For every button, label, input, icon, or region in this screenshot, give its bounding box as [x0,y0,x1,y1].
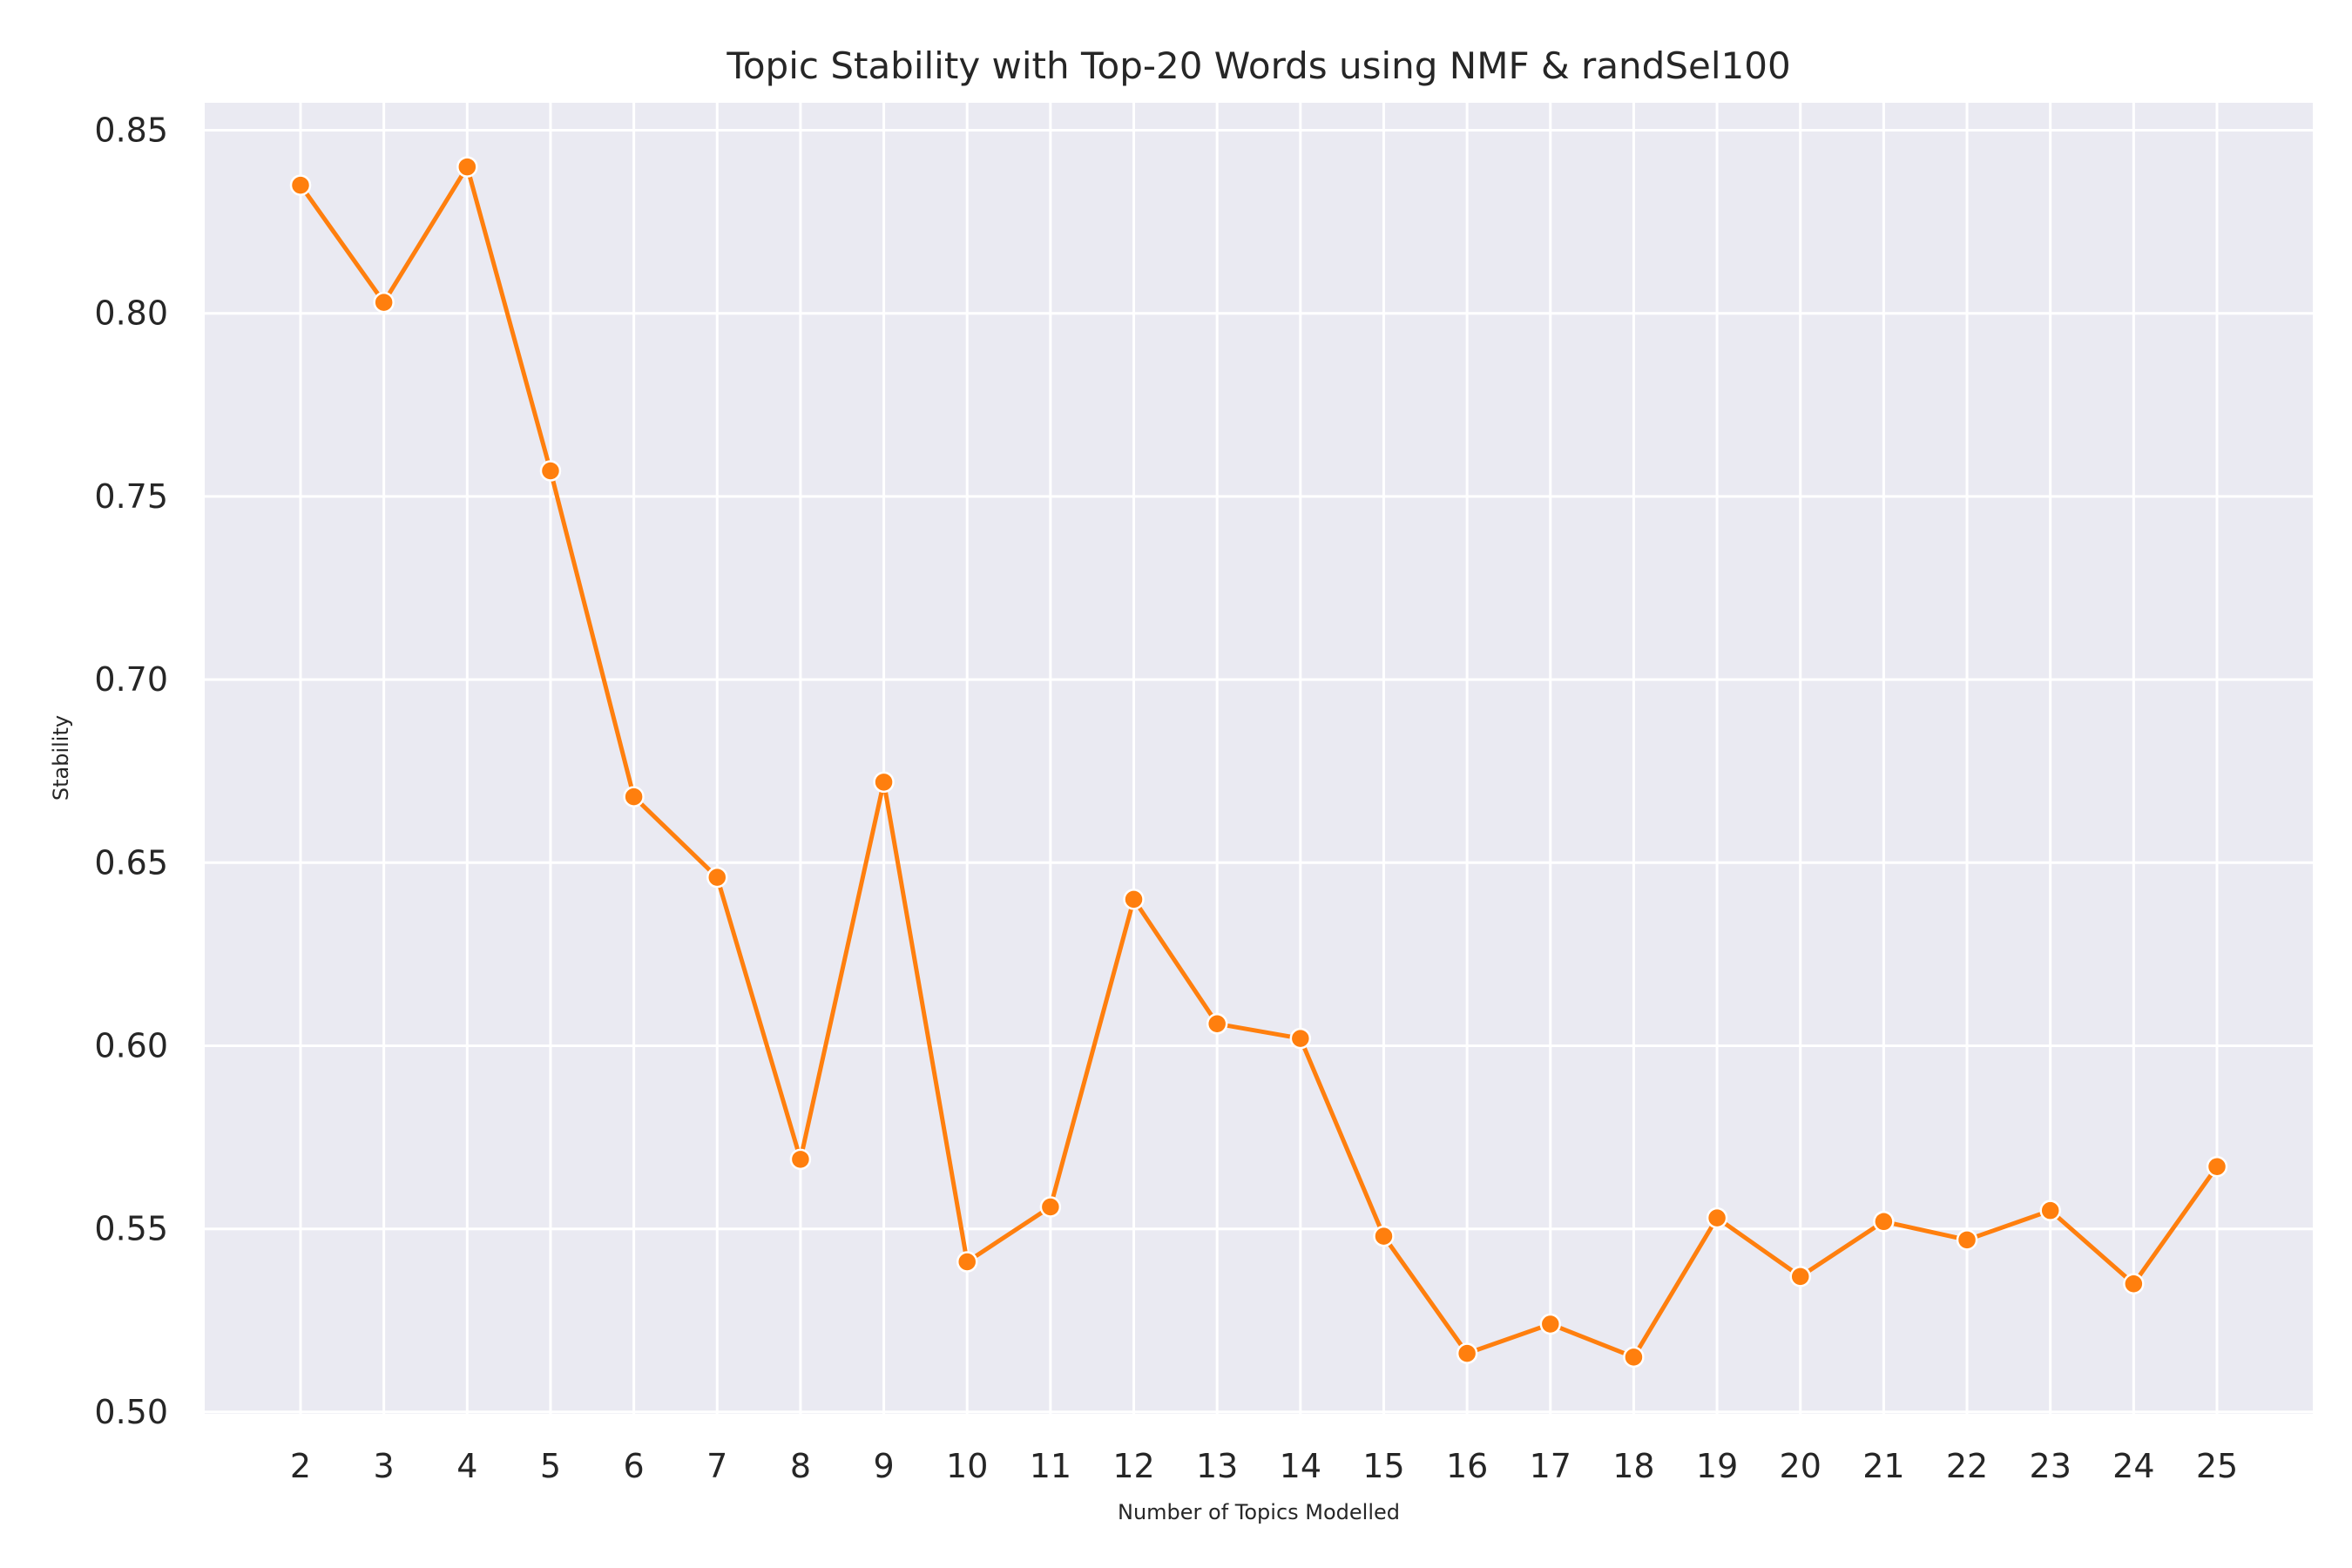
x-tick-label: 7 [706,1447,727,1485]
y-tick-label: 0.60 [94,1027,168,1065]
data-point [956,1251,978,1273]
x-tick-label: 19 [1696,1447,1738,1485]
y-tick-label: 0.50 [94,1393,168,1431]
y-tick-label: 0.75 [94,477,168,516]
x-tick-label: 16 [1446,1447,1488,1485]
series-points-group [289,156,2228,1369]
x-tick-label: 14 [1280,1447,1321,1485]
data-point [1373,1225,1395,1247]
data-point [706,866,728,889]
data-point [1623,1346,1645,1369]
data-point [2123,1273,2145,1295]
x-tick-label: 13 [1196,1447,1238,1485]
data-point [456,156,478,178]
data-point [373,291,395,314]
y-tick-label: 0.65 [94,843,168,882]
data-point [1289,1027,1312,1050]
series-line-group [298,165,2220,1360]
x-tick-label: 15 [1362,1447,1404,1485]
x-tick-label: 2 [290,1447,311,1485]
x-tick-label: 22 [1946,1447,1988,1485]
data-point [1789,1266,1811,1288]
data-point [873,771,895,794]
data-point [1123,889,1145,910]
data-point [1039,1196,1062,1218]
x-tick-label: 17 [1530,1447,1571,1485]
x-tick-label: 23 [2030,1447,2072,1485]
data-point [2039,1200,2061,1221]
grid [205,103,2313,1414]
data-point [1539,1313,1562,1335]
x-tick-label: 25 [2196,1447,2238,1485]
data-point [289,174,312,196]
x-tick-label: 9 [873,1447,894,1485]
x-tick-label: 5 [540,1447,561,1485]
x-tick-label: 6 [624,1447,645,1485]
x-tick-label: 4 [456,1447,477,1485]
x-tick-label: 21 [1862,1447,1904,1485]
y-tick-label: 0.80 [94,294,168,333]
x-tick-labels: 2 3 4 5 6 7 8 9 10 11 12 13 14 15 16 17 18 19 20 21 22 23 24 25 [290,1447,2238,1485]
data-point [1456,1342,1478,1364]
data-point [1956,1229,1978,1251]
x-axis-label: Number of Topics Modelled [1118,1500,1400,1524]
y-tick-label: 0.55 [94,1210,168,1248]
data-point [2206,1155,2228,1178]
y-tick-label: 0.85 [94,112,168,150]
data-point [789,1148,812,1171]
x-tick-label: 10 [946,1447,988,1485]
x-tick-label: 11 [1030,1447,1071,1485]
chart-title: Topic Stability with Top-20 Words using … [726,44,1790,87]
data-point [1706,1206,1728,1229]
x-tick-label: 12 [1112,1447,1154,1485]
data-point [623,786,645,808]
x-tick-label: 20 [1780,1447,1821,1485]
data-point [1873,1211,1895,1233]
x-tick-label: 8 [790,1447,811,1485]
x-tick-label: 24 [2112,1447,2154,1485]
plot-area [205,103,2313,1414]
y-axis-label: Stability [49,715,73,801]
y-tick-labels: 0.50 0.55 0.60 0.65 0.70 0.75 0.80 0.85 [94,112,168,1431]
y-tick-label: 0.70 [94,660,168,699]
x-tick-label: 3 [374,1447,395,1485]
data-point [539,460,562,482]
series-line [298,165,2220,1360]
x-tick-label: 18 [1612,1447,1654,1485]
data-point [1206,1013,1228,1035]
